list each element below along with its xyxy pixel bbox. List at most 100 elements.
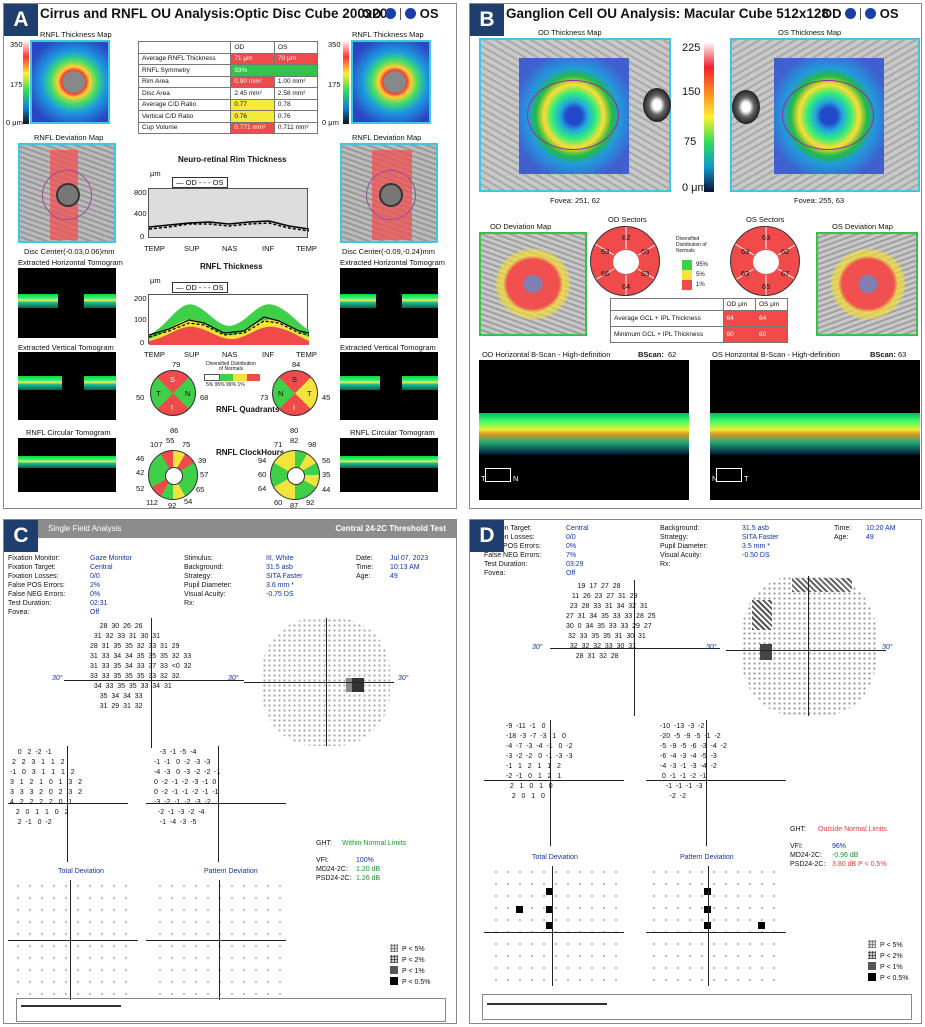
panel-d: D Fixation Target: Fixation Losses: False …: [469, 519, 922, 1024]
os-vertical-tomogram: [340, 352, 438, 420]
od-clockhour-chart: [148, 450, 198, 500]
panel-a: A Cirrus and RNFL OU Analysis:Optic Disc…: [3, 3, 457, 509]
eye-legend: OD OS: [822, 6, 899, 21]
os-deviation-label: RNFL Deviation Map: [352, 133, 422, 142]
rnfl-thickness-chart: [148, 294, 309, 345]
rim-legend: — OD - - - OS: [172, 177, 228, 188]
x-tick: SUP: [184, 244, 200, 253]
degree-label: 30°: [706, 644, 717, 651]
os-clockhour-chart: [270, 450, 320, 500]
pd-h-axis: [146, 803, 286, 804]
ght-label: GHT:: [316, 840, 332, 847]
td-h-axis: [8, 803, 128, 804]
degree-label: 30°: [882, 644, 893, 651]
test-info-right-values: Jul 07, 2023 10:13 AM 49: [390, 555, 429, 580]
pd-v-axis: [706, 720, 707, 846]
td-prob-v-axis: [552, 866, 553, 986]
od-dot-icon: [385, 8, 397, 19]
clock-value: 82: [290, 436, 299, 445]
od-sectors-label: OD Sectors: [608, 215, 647, 224]
test-info-mid: Background: Strategy: Pupil Diameter: Visua…: [660, 525, 708, 568]
panel-title: Cirrus and RNFL OU Analysis:Optic Disc C…: [40, 6, 395, 21]
y-tick: 0: [140, 338, 145, 347]
os-quad-inferior: 80: [290, 426, 299, 435]
scale-label: 0 μm: [6, 118, 23, 127]
degree-label: 30°: [228, 675, 239, 682]
clock-value: 60: [274, 498, 283, 507]
probability-legend: P < 5% P < 2% P < 1% P < 0.5%: [390, 944, 430, 988]
bscan-label: BScan:: [870, 350, 896, 359]
grayscale-v-axis: [808, 576, 809, 716]
od-horizontal-tomogram: [18, 268, 116, 338]
os-quad-temporal: 45: [322, 393, 331, 402]
scale-label: 175: [10, 80, 23, 89]
clock-value: 92: [168, 501, 177, 509]
od-deviation-map: [18, 143, 116, 243]
bscan-label: BScan:: [638, 350, 664, 359]
pattern-deviation-label: Pattern Deviation: [204, 868, 258, 875]
od-quad-temporal: 50: [136, 393, 145, 402]
clock-value: 107: [150, 440, 163, 449]
scale-label: 150: [682, 86, 701, 98]
test-info-right: Date: Time: Age:: [356, 555, 374, 580]
threshold-v-axis: [151, 618, 152, 748]
test-info-left-values: Central 0/0 0% 7% 03:29 Off: [566, 525, 589, 577]
clock-value: 64: [258, 484, 267, 493]
od-circular-label: RNFL Circular Tomogram: [26, 428, 111, 437]
x-tick: INF: [262, 244, 275, 253]
y-tick: 100: [134, 315, 147, 324]
od-quad-superior: 79: [172, 360, 181, 369]
od-dot-icon: [845, 8, 857, 19]
os-deviation-label: OS Deviation Map: [832, 222, 893, 231]
test-info-mid-values: III, White 31.5 asb SITA Faster 3.6 mm * -0.…: [266, 555, 303, 598]
x-tick: TEMP: [144, 350, 165, 359]
quadrant-label: RNFL Quadrants: [216, 405, 280, 414]
od-circular-tomogram: [18, 438, 116, 492]
clock-value: 42: [136, 468, 145, 477]
x-tick: TEMP: [296, 244, 317, 253]
degree-label: 30°: [532, 644, 543, 651]
report-header: Single Field Analysis Central 24-2C Thre…: [38, 520, 456, 538]
test-info-right-values: 10:20 AM 49: [866, 525, 896, 541]
clock-value: 112: [146, 498, 158, 507]
od-disc-center: Disc Center(-0.03,0.06)mm: [24, 247, 115, 256]
pd-prob-h-axis: [146, 940, 286, 941]
distribution-label: Diversified Distribution of Normals: [676, 236, 707, 254]
od-macular-map: [479, 38, 671, 192]
os-label: OS: [419, 6, 439, 21]
td-h-axis: [484, 780, 624, 781]
pd-prob-v-axis: [708, 866, 709, 986]
gaze-tracker: [16, 998, 446, 1022]
td-v-axis: [550, 720, 551, 846]
eye-legend: OD OS: [362, 6, 439, 21]
clock-value: 71: [274, 440, 283, 449]
x-tick: TEMP: [296, 350, 317, 359]
td-probability-map: [490, 866, 620, 986]
gaze-tracker: [482, 994, 912, 1020]
grayscale-h-axis: [244, 682, 394, 683]
y-tick: 400: [134, 209, 147, 218]
threshold-values-grid: 28 30 26 26 31 32 33 31 30 31 28 31 35 3…: [90, 623, 192, 710]
panel-c: C Single Field Analysis Central 24-2C Th…: [3, 519, 457, 1024]
clock-value: 65: [196, 485, 205, 494]
scale-label: 0 μm: [682, 182, 707, 194]
scale-label: 0 μm: [322, 118, 339, 127]
td-prob-h-axis: [8, 940, 138, 941]
global-indices-labels: VFI: MD24-2C: PSD24-2C:: [316, 857, 352, 882]
global-indices-values: 100% 1.20 dB 1.26 dB: [356, 857, 381, 882]
pattern-deviation-label: Pattern Deviation: [680, 854, 734, 861]
od-gcl-deviation-map: [479, 232, 587, 336]
panel-letter: A: [4, 4, 38, 36]
threshold-h-axis: [64, 680, 244, 681]
os-disc-center: Disc Center(-0.09,-0.24)mm: [342, 247, 435, 256]
od-vertical-tomogram: [18, 352, 116, 420]
scale-bar: [343, 40, 349, 124]
x-tick: NAS: [222, 244, 238, 253]
os-bscan-label: OS Horizontal B-Scan - High-definition: [712, 350, 840, 359]
degree-label: 30°: [52, 675, 63, 682]
pd-v-axis: [218, 746, 219, 862]
test-info-right: Time: Age:: [834, 525, 852, 541]
ght-value: Within Normal Limits: [342, 840, 407, 847]
